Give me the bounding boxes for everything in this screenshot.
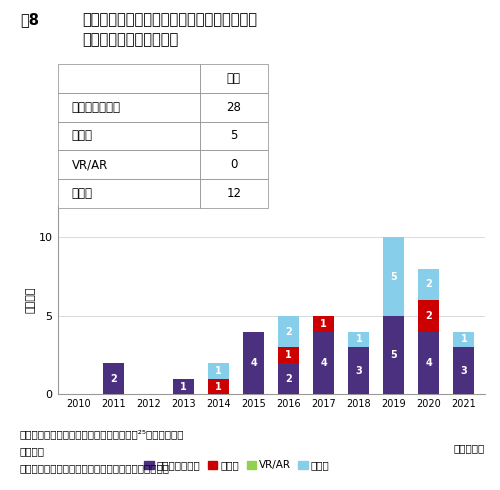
- Bar: [208, 379, 229, 394]
- Bar: [278, 347, 299, 363]
- Bar: [418, 269, 440, 300]
- Bar: [243, 332, 264, 394]
- Text: その他には、対象ツールが未定の提携を集計した。: その他には、対象ツールが未定の提携を集計した。: [20, 463, 170, 473]
- Text: 4: 4: [320, 358, 327, 368]
- Bar: [384, 316, 404, 394]
- Bar: [208, 363, 229, 379]
- Text: 1: 1: [320, 318, 327, 329]
- Bar: [384, 237, 404, 316]
- Bar: [348, 347, 370, 394]
- Text: 2: 2: [426, 311, 432, 321]
- Bar: [348, 332, 370, 347]
- Bar: [454, 347, 474, 394]
- Legend: モバイルアプリ, ゲーム, VR/AR, その他: モバイルアプリ, ゲーム, VR/AR, その他: [140, 456, 334, 475]
- Bar: [314, 332, 334, 394]
- Text: 4: 4: [426, 358, 432, 368]
- Text: 5: 5: [390, 350, 398, 360]
- Text: 2: 2: [286, 326, 292, 337]
- Text: の提携件数（ツール別）: の提携件数（ツール別）: [82, 32, 179, 47]
- Text: 1: 1: [356, 335, 362, 344]
- Text: 作成: 作成: [20, 446, 45, 456]
- Text: 出所：プレスリリース及びニュースサイト²⁵をもとに著者: 出所：プレスリリース及びニュースサイト²⁵をもとに著者: [20, 429, 184, 439]
- Bar: [278, 316, 299, 347]
- Text: 1: 1: [216, 382, 222, 392]
- Y-axis label: （件数）: （件数）: [26, 287, 36, 314]
- Bar: [278, 363, 299, 394]
- Text: 2: 2: [426, 279, 432, 290]
- Text: 図8: 図8: [20, 12, 39, 27]
- Text: 3: 3: [460, 366, 468, 376]
- Text: 1: 1: [180, 382, 187, 392]
- Text: 3: 3: [356, 366, 362, 376]
- Text: 2: 2: [110, 374, 117, 384]
- Text: 1: 1: [216, 366, 222, 376]
- Text: 5: 5: [390, 271, 398, 282]
- Text: 『米国』製薬企業におけるデジタル技術関連: 『米国』製薬企業におけるデジタル技術関連: [82, 12, 258, 27]
- Text: 1: 1: [286, 350, 292, 360]
- Text: 2: 2: [286, 374, 292, 384]
- Bar: [173, 379, 194, 394]
- Bar: [103, 363, 124, 394]
- Text: 4: 4: [250, 358, 257, 368]
- Text: 1: 1: [460, 335, 468, 344]
- Bar: [314, 316, 334, 332]
- Bar: [418, 332, 440, 394]
- Bar: [454, 332, 474, 347]
- Bar: [418, 300, 440, 332]
- Text: （提携年）: （提携年）: [454, 443, 485, 454]
